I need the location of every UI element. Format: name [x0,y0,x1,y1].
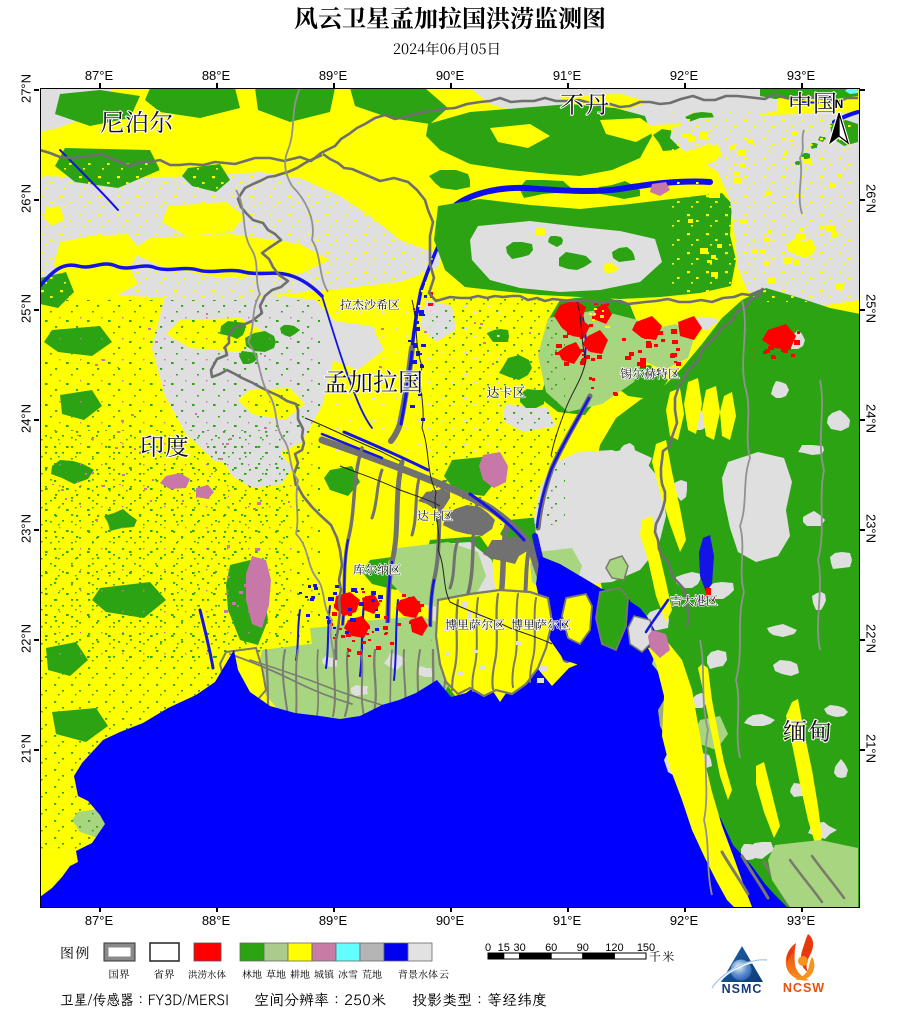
svg-text:NCSW: NCSW [783,981,825,995]
svg-text:0: 0 [485,942,491,954]
svg-text:NSMC: NSMC [722,982,763,996]
svg-text:30: 30 [513,942,525,954]
svg-text:60: 60 [545,942,557,954]
svg-text:150: 150 [637,942,655,954]
svg-text:90: 90 [577,942,589,954]
svg-text:N: N [835,97,844,111]
svg-text:120: 120 [605,942,623,954]
svg-text:15: 15 [498,942,510,954]
